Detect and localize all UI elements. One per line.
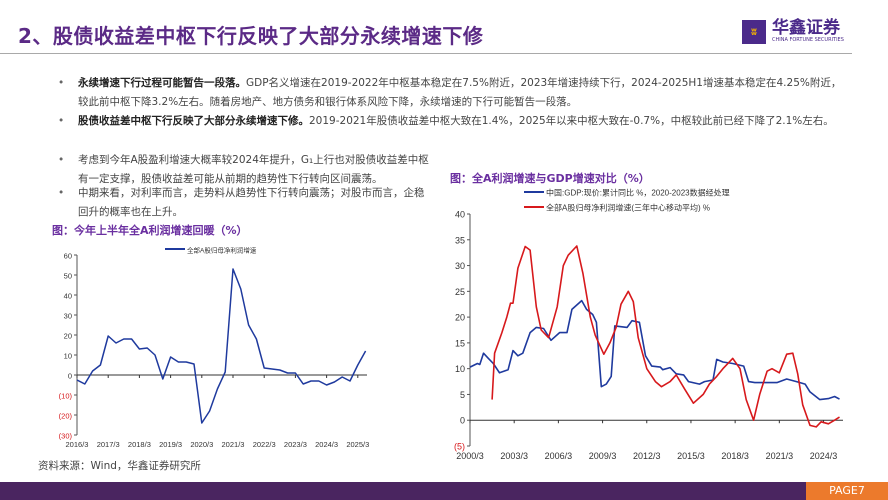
y-tick-label: 60 bbox=[64, 252, 72, 261]
x-tick-label: 2016/3 bbox=[66, 440, 89, 449]
bullet-3-text: 考虑到今年A股盈利增速大概率较2024年提升，G₁上行也对股债收益差中枢有一定支… bbox=[78, 154, 429, 185]
y-tick-label: (10) bbox=[59, 392, 73, 401]
x-tick-label: 2009/3 bbox=[589, 451, 617, 461]
y-tick-label: 0 bbox=[460, 416, 465, 426]
bullet-dot-icon: • bbox=[58, 77, 65, 89]
bullet-dot-icon: • bbox=[58, 154, 65, 166]
y-tick-label: 15 bbox=[455, 338, 465, 348]
series-line-1 bbox=[469, 299, 840, 401]
x-tick-label: 2000/3 bbox=[456, 451, 484, 461]
source-note: 资料来源：Wind，华鑫证券研究所 bbox=[38, 460, 201, 472]
right-profit-gdp-chart: 40 35 30 25 20 15 10 5 0 (5)2000/3 2003/3 2006/3 200… bbox=[454, 188, 843, 461]
y-tick-label: 20 bbox=[455, 313, 465, 323]
bullet-1-text: GDP名义增速在2019-2022年中枢基本稳定在7.5%附近，2023年增速持… bbox=[78, 77, 842, 108]
y-tick-label: (20) bbox=[59, 412, 73, 421]
y-tick-label: (30) bbox=[59, 432, 73, 441]
page-number: PAGE7 bbox=[806, 482, 888, 500]
y-tick-label: (5) bbox=[454, 442, 465, 452]
bullet-1-lead: 永续增速下行过程可能暂告一段落。 bbox=[78, 77, 246, 89]
right-chart-title: 图：全A利润增速与GDP增速对比（%） bbox=[450, 172, 650, 185]
y-tick-label: 10 bbox=[455, 364, 465, 374]
bullet-2: • 股债收益差中枢下行反映了大部分永续增速下修。2019-2021年股债收益差中… bbox=[58, 112, 848, 131]
header-divider bbox=[0, 53, 852, 54]
y-tick-label: 30 bbox=[455, 261, 465, 271]
bullet-dot-icon: • bbox=[58, 187, 65, 199]
legend-label-2: 全部A股归母净利润增速(三年中心移动平均) % bbox=[546, 203, 710, 213]
company-logo: ʬ 华鑫证券 CHINA FORTUNE SECURITIES bbox=[742, 20, 844, 44]
x-tick-label: 2022/3 bbox=[253, 440, 276, 449]
x-tick-label: 2025/3 bbox=[346, 440, 369, 449]
x-tick-label: 2003/3 bbox=[500, 451, 528, 461]
legend-label-1: 全部A股归母净利润增速 bbox=[187, 246, 257, 255]
bullet-4-text: 中期来看，对利率而言，走势料从趋势性下行转向震荡；对股市而言，企稳回升的概率也在… bbox=[78, 187, 425, 218]
x-tick-label: 2023/3 bbox=[284, 440, 307, 449]
x-tick-label: 2024/3 bbox=[315, 440, 338, 449]
x-tick-label: 2020/3 bbox=[190, 440, 213, 449]
x-tick-label: 2021/3 bbox=[766, 451, 794, 461]
y-tick-label: 25 bbox=[455, 287, 465, 297]
y-tick-label: 40 bbox=[64, 292, 72, 301]
bullet-3: • 考虑到今年A股盈利增速大概率较2024年提升，G₁上行也对股债收益差中枢有一… bbox=[58, 151, 433, 189]
legend-label-1: 中国:GDP:现价:累计同比 %，2020-2023数据经处理 bbox=[546, 188, 730, 198]
left-profit-chart: 60 50 40 30 20 10 0 (10) (20) (30)2016/3 2017/3 201… bbox=[59, 246, 370, 450]
y-tick-label: 40 bbox=[455, 210, 465, 220]
page-title: 2、股债收益差中枢下行反映了大部分永续增速下修 bbox=[18, 24, 484, 48]
x-tick-label: 2006/3 bbox=[545, 451, 573, 461]
y-tick-label: 35 bbox=[455, 235, 465, 245]
x-tick-label: 2017/3 bbox=[97, 440, 120, 449]
y-tick-label: 20 bbox=[64, 332, 72, 341]
x-tick-label: 2012/3 bbox=[633, 451, 661, 461]
y-tick-label: 10 bbox=[64, 352, 72, 361]
x-tick-label: 2021/3 bbox=[222, 440, 245, 449]
y-tick-label: 0 bbox=[68, 372, 72, 381]
logo-name-en: CHINA FORTUNE SECURITIES bbox=[772, 37, 844, 43]
bullet-2-text: 2019-2021年股债收益差中枢大致在1.4%，2025年以来中枢大致在-0.… bbox=[309, 115, 834, 127]
series-line-1 bbox=[76, 268, 367, 424]
logo-mark-icon: ʬ bbox=[742, 20, 766, 44]
x-tick-label: 2015/3 bbox=[677, 451, 705, 461]
logo-name-cn: 华鑫证券 bbox=[772, 18, 840, 38]
y-tick-label: 50 bbox=[64, 272, 72, 281]
y-tick-label: 5 bbox=[460, 390, 465, 400]
bullet-1: • 永续增速下行过程可能暂告一段落。GDP名义增速在2019-2022年中枢基本… bbox=[58, 74, 848, 112]
x-tick-label: 2018/3 bbox=[721, 451, 749, 461]
x-tick-label: 2018/3 bbox=[128, 440, 151, 449]
series-line-2 bbox=[491, 245, 840, 428]
x-tick-label: 2019/3 bbox=[159, 440, 182, 449]
y-tick-label: 30 bbox=[64, 312, 72, 321]
footer-bar bbox=[0, 482, 888, 500]
bullet-dot-icon: • bbox=[58, 115, 65, 127]
bullet-4: • 中期来看，对利率而言，走势料从趋势性下行转向震荡；对股市而言，企稳回升的概率… bbox=[58, 184, 433, 222]
left-chart-title: 图：今年上半年全A利润增速回暖（%） bbox=[52, 224, 248, 237]
bullet-2-lead: 股债收益差中枢下行反映了大部分永续增速下修。 bbox=[78, 115, 309, 127]
x-tick-label: 2024/3 bbox=[810, 451, 838, 461]
